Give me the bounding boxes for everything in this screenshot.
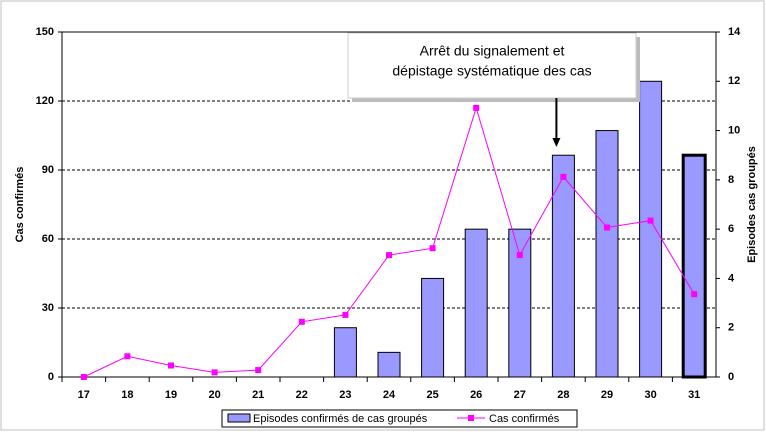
marker xyxy=(647,217,654,224)
marker xyxy=(342,311,349,318)
y2-tick-label: 2 xyxy=(728,322,734,334)
marker xyxy=(298,318,305,325)
y-tick-label: 30 xyxy=(42,302,54,314)
y-axis-label: Cas confirmés xyxy=(14,167,26,243)
x-tick-label: 22 xyxy=(296,389,308,401)
marker xyxy=(124,353,131,360)
bar xyxy=(551,154,575,378)
x-tick-label: 31 xyxy=(688,389,700,401)
bar xyxy=(333,327,357,378)
bar xyxy=(377,351,401,378)
marker xyxy=(429,245,436,252)
y2-tick-label: 12 xyxy=(728,75,740,87)
x-tick-label: 18 xyxy=(121,389,133,401)
bar xyxy=(464,228,488,378)
x-tick-label: 29 xyxy=(601,389,613,401)
annotation-text: Arrêt du signalement et xyxy=(420,43,565,59)
marker xyxy=(691,291,698,298)
y2-axis-label: Episodes cas groupés xyxy=(746,146,758,263)
marker xyxy=(168,362,174,369)
x-tick-label: 28 xyxy=(557,389,569,401)
y2-tick-label: 4 xyxy=(728,272,735,284)
y-tick-label: 120 xyxy=(36,95,54,107)
bar xyxy=(508,228,532,378)
x-tick-label: 17 xyxy=(78,389,90,401)
y2-tick-label: 8 xyxy=(728,174,734,186)
x-tick-label: 21 xyxy=(252,389,264,401)
y-tick-label: 150 xyxy=(36,26,54,38)
y2-tick-label: 14 xyxy=(728,26,741,38)
marker xyxy=(80,374,87,380)
marker xyxy=(560,173,567,180)
x-tick-label: 25 xyxy=(426,389,438,401)
marker xyxy=(255,367,262,374)
legend-box xyxy=(221,409,578,428)
marker xyxy=(516,252,523,259)
y2-tick-label: 10 xyxy=(728,124,740,136)
annotation-box xyxy=(347,32,637,99)
bar xyxy=(639,80,663,378)
x-tick-label: 26 xyxy=(470,389,482,401)
legend-swatch xyxy=(227,413,251,423)
marker xyxy=(386,252,392,259)
bar xyxy=(681,153,707,379)
marker xyxy=(604,224,610,231)
legend-label: Cas confirmés xyxy=(489,413,560,425)
legend-label: Episodes confirmés de cas groupés xyxy=(253,413,428,425)
x-tick-label: 24 xyxy=(383,389,396,401)
x-tick-label: 30 xyxy=(644,389,656,401)
marker xyxy=(473,104,480,111)
bar xyxy=(421,277,445,378)
legend-marker xyxy=(468,415,474,421)
y2-tick-label: 0 xyxy=(728,371,734,383)
annotation-arrowhead xyxy=(552,138,561,147)
y2-tick-label: 6 xyxy=(728,223,734,235)
y-tick-label: 0 xyxy=(48,371,54,383)
x-tick-label: 20 xyxy=(208,389,220,401)
x-tick-label: 19 xyxy=(165,389,177,401)
bar xyxy=(595,130,619,378)
x-tick-label: 23 xyxy=(339,389,351,401)
y-tick-label: 90 xyxy=(42,164,54,176)
x-tick-label: 27 xyxy=(514,389,526,401)
y-tick-label: 60 xyxy=(42,233,54,245)
annotation-text: dépistage systématique des cas xyxy=(392,63,591,79)
marker xyxy=(211,369,218,376)
